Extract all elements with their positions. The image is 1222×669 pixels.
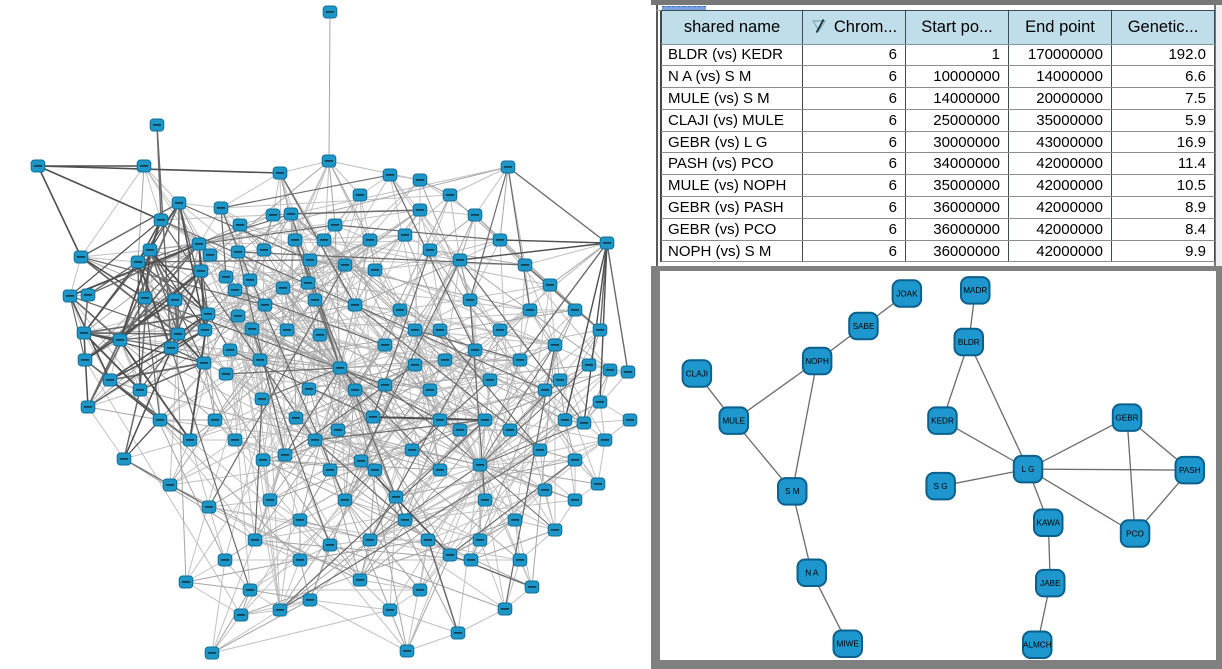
svg-text:NOPH: NOPH	[805, 357, 829, 366]
svg-text:MIWE: MIWE	[837, 640, 860, 649]
svg-text:SABE: SABE	[853, 322, 875, 331]
svg-text:N A: N A	[805, 569, 819, 578]
svg-text:KAWA: KAWA	[1037, 519, 1061, 528]
svg-text:PASH: PASH	[1179, 466, 1201, 475]
svg-text:MADR: MADR	[963, 286, 987, 295]
svg-text:KEDR: KEDR	[931, 416, 954, 425]
svg-text:BLDR: BLDR	[958, 338, 980, 347]
svg-text:CLAJI: CLAJI	[686, 369, 708, 378]
svg-text:MULE: MULE	[722, 417, 745, 426]
svg-text:JABE: JABE	[1040, 579, 1061, 588]
svg-text:PCO: PCO	[1126, 529, 1144, 538]
svg-text:S G: S G	[934, 482, 948, 491]
svg-text:ALMCH: ALMCH	[1023, 641, 1052, 650]
svg-text:JOAK: JOAK	[896, 289, 918, 298]
svg-text:S M: S M	[785, 487, 800, 496]
svg-text:L G: L G	[1022, 465, 1035, 474]
svg-text:GEBR: GEBR	[1115, 413, 1138, 422]
